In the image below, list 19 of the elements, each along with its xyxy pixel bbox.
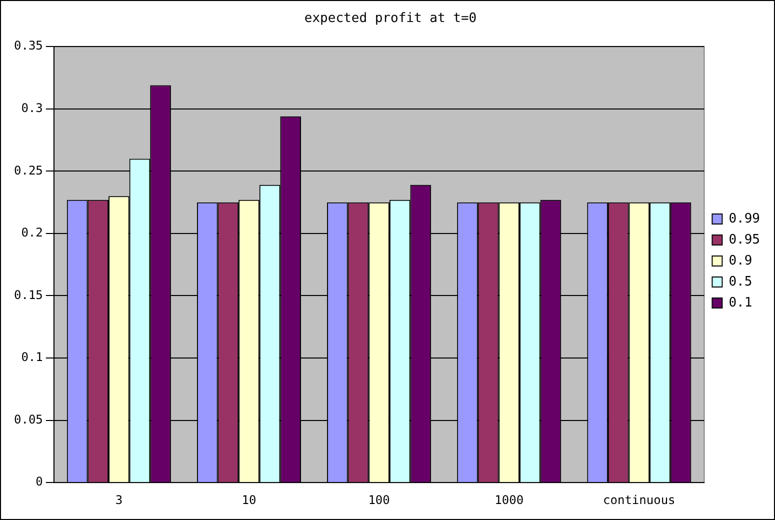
y-tick-label: 0.25 [14, 163, 43, 178]
y-tick-label: 0.05 [14, 412, 43, 426]
y-tick-label: 0.1 [21, 350, 43, 364]
y-tick-label: 0.15 [14, 288, 43, 302]
y-tick-label: 0.35 [14, 38, 43, 53]
y-tick-label: 0.3 [21, 101, 43, 116]
chart-title: expected profit at t=0 [304, 11, 477, 26]
x-tick-label: 3 [115, 492, 123, 507]
legend-label: 0.99 [728, 211, 760, 226]
x-tick-label: 100 [368, 492, 390, 507]
legend-label: 0.1 [728, 295, 752, 310]
y-tick-label: 0 [36, 474, 43, 489]
x-tick-label: 1000 [494, 492, 524, 507]
y-tick-label: 0.2 [21, 226, 43, 240]
legend-label: 0.9 [728, 253, 752, 268]
legend-label: 0.95 [728, 232, 760, 248]
x-tick-label: 10 [242, 492, 256, 507]
x-tick-label: continuous [603, 492, 676, 507]
legend-label: 0.5 [728, 274, 752, 290]
